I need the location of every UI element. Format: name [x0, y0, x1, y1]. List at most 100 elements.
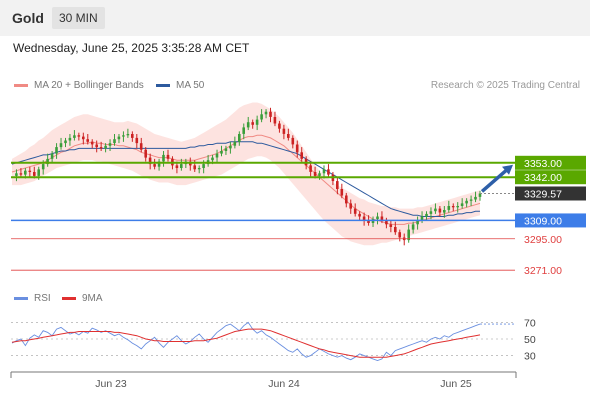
candle-body	[425, 213, 428, 217]
candle-body	[353, 208, 357, 214]
resistance-label: 3353.00	[524, 158, 562, 170]
candle-body	[15, 173, 18, 176]
candle-body	[41, 164, 45, 170]
legend-ma20: MA 20 + Bollinger Bands	[14, 80, 144, 91]
candle-body	[291, 137, 295, 145]
candle-body	[322, 169, 326, 174]
candle-body	[175, 165, 179, 168]
ma50-swatch	[156, 84, 170, 87]
legend-ma20-label: MA 20 + Bollinger Bands	[34, 80, 144, 91]
datetime-label: Wednesday, June 25, 2025 3:35:28 AM CET	[13, 41, 250, 55]
forecast-arrow-head	[502, 164, 513, 175]
candle-body	[233, 141, 237, 146]
candle-body	[309, 165, 312, 172]
candle-body	[255, 119, 259, 125]
support-label: 3309.00	[524, 215, 562, 227]
candle-body	[77, 135, 81, 137]
last-price-label: 3329.57	[524, 188, 562, 200]
ma20-swatch	[14, 84, 28, 87]
candle-body	[474, 196, 477, 200]
candle-body	[122, 135, 125, 137]
legend-rsi-label: RSI	[34, 293, 51, 304]
candle-body	[50, 153, 54, 159]
candle-body	[478, 193, 482, 197]
legend-ma50: MA 50	[156, 80, 204, 91]
candle-body	[68, 137, 72, 141]
legend-ma9-label: 9MA	[82, 293, 103, 304]
x-axis-label: Jun 25	[440, 378, 472, 390]
x-axis-label: Jun 24	[268, 378, 300, 390]
candle-body	[411, 224, 415, 230]
candle-body	[358, 213, 361, 217]
candle-body	[460, 203, 464, 206]
candle-body	[197, 168, 201, 170]
candle-body	[362, 216, 366, 221]
symbol-label: Gold	[12, 10, 44, 26]
candle-body	[420, 216, 424, 221]
candle-body	[380, 216, 384, 221]
candle-body	[385, 220, 388, 225]
candle-body	[447, 206, 451, 210]
forecast-arrow-shaft	[480, 167, 510, 193]
candle-body	[180, 164, 183, 168]
candle-body	[407, 229, 410, 241]
candle-body	[144, 149, 147, 158]
research-credit: Research © 2025 Trading Central	[430, 80, 580, 91]
candle-body	[224, 148, 228, 151]
support-label-bg	[515, 213, 586, 228]
timeframe-button[interactable]: 30 MIN	[52, 7, 105, 29]
candle-body	[394, 227, 397, 233]
candle-body	[242, 127, 245, 134]
candle-body	[193, 165, 196, 170]
candle-body	[131, 134, 134, 138]
candle-body	[438, 208, 442, 213]
candle-body	[318, 173, 321, 176]
candle-body	[398, 232, 401, 238]
candle-body	[211, 157, 214, 161]
candle-body	[33, 172, 36, 176]
legend-rsi: RSI	[14, 293, 51, 304]
candle-body	[99, 147, 103, 149]
resistance-label-bg	[515, 170, 586, 185]
candle-body	[90, 141, 94, 145]
candle-body	[220, 151, 223, 154]
candle-body	[327, 169, 330, 175]
candle-body	[166, 154, 170, 159]
rsi-tick-label: 30	[524, 351, 536, 363]
candle-body	[282, 128, 286, 134]
candle-body	[157, 161, 161, 167]
candle-body	[162, 154, 165, 162]
legend-ma9: 9MA	[62, 293, 103, 304]
candle-body	[24, 170, 27, 175]
candle-body	[139, 143, 143, 150]
candle-body	[300, 152, 303, 159]
resistance-label: 3342.00	[524, 172, 562, 184]
candle-body	[73, 135, 76, 138]
candle-body	[46, 158, 49, 165]
ma50-line	[11, 141, 480, 217]
legend-ma50-label: MA 50	[176, 80, 205, 91]
candle-body	[104, 145, 107, 149]
candle-body	[135, 137, 139, 144]
ma9-swatch	[62, 297, 76, 300]
candle-body	[340, 189, 344, 196]
candle-body	[113, 139, 116, 144]
candle-body	[108, 143, 112, 146]
candle-body	[153, 164, 156, 167]
candle-body	[367, 220, 370, 223]
candle-body	[28, 170, 32, 172]
candle-body	[416, 220, 419, 225]
candle-body	[95, 144, 98, 148]
candle-body	[19, 173, 23, 175]
price-level-label: 3295.00	[524, 234, 562, 246]
candle-body	[215, 153, 219, 158]
candle-body	[117, 136, 121, 140]
candle-body	[345, 195, 348, 204]
rsi-ma9-line	[11, 328, 481, 358]
candle-body	[451, 206, 455, 208]
candle-body	[126, 134, 130, 136]
candle-body	[59, 143, 63, 148]
candle-body	[429, 211, 433, 214]
x-axis-label: Jun 23	[95, 378, 127, 390]
